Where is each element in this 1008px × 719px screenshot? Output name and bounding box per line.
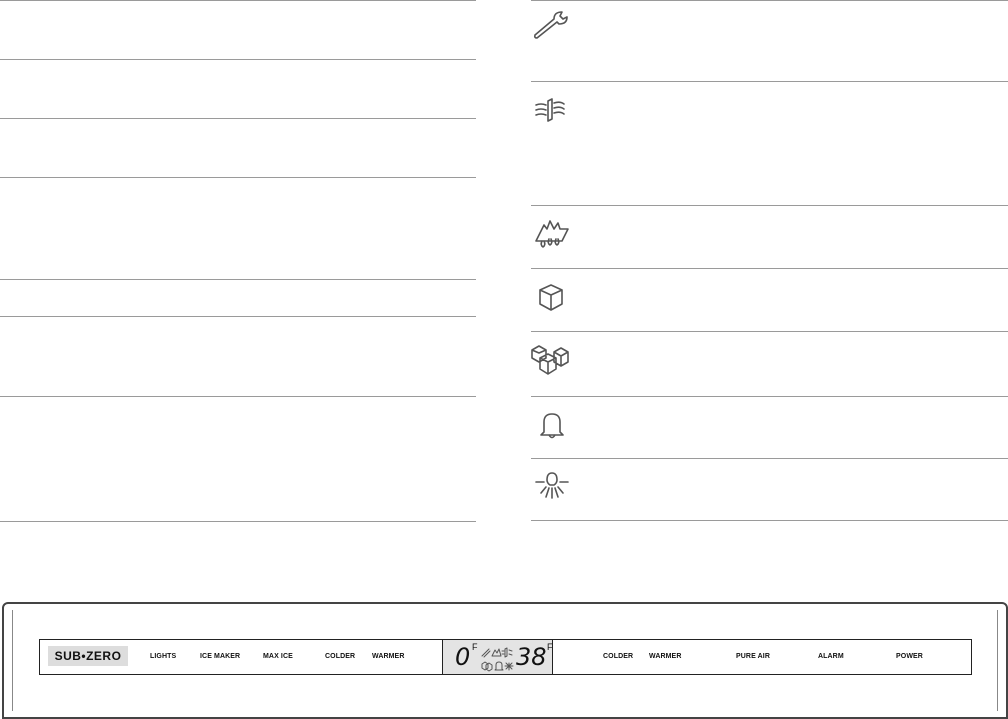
divider: [0, 59, 476, 60]
divider: [531, 81, 1008, 82]
freezer-temp: 0: [455, 643, 471, 671]
fridge-colder-button[interactable]: COLDER: [603, 653, 634, 660]
light-bulb-icon: [532, 468, 572, 504]
ice-maker-button[interactable]: ICE MAKER: [200, 653, 241, 660]
fridge-unit: F: [547, 642, 553, 652]
pure-air-icon: [532, 95, 572, 131]
divider: [0, 521, 476, 522]
divider: [531, 268, 1008, 269]
divider: [531, 520, 1008, 521]
divider: [0, 279, 476, 280]
freezer-colder-button[interactable]: COLDER: [325, 653, 356, 660]
freezer-unit: F: [472, 642, 478, 652]
fridge-temp: 38: [516, 643, 547, 671]
alarm-bell-icon: [532, 408, 572, 444]
divider: [531, 396, 1008, 397]
divider: [531, 205, 1008, 206]
pure-air-button[interactable]: PURE AIR: [736, 653, 770, 660]
divider: [531, 0, 1008, 1]
divider: [0, 396, 476, 397]
ice-maker-icon: [530, 342, 570, 378]
ice-cube-icon: [532, 280, 572, 316]
panel-frame: [12, 610, 998, 711]
max-ice-icon: [532, 215, 572, 251]
lights-button[interactable]: LIGHTS: [150, 653, 177, 660]
power-button[interactable]: POWER: [896, 653, 923, 660]
divider: [0, 118, 476, 119]
freezer-warmer-button[interactable]: WARMER: [372, 653, 405, 660]
wrench-icon: [532, 8, 572, 44]
divider: [0, 316, 476, 317]
divider: [0, 177, 476, 178]
subzero-logo: SUB•ZERO: [48, 646, 128, 666]
divider: [531, 331, 1008, 332]
temperature-display: 0 F 38 F: [442, 639, 553, 675]
divider: [0, 0, 476, 1]
display-status-icons-bottom: [480, 659, 514, 672]
max-ice-button[interactable]: MAX ICE: [263, 653, 293, 660]
divider: [531, 458, 1008, 459]
alarm-button[interactable]: ALARM: [818, 653, 844, 660]
display-status-icons-top: [480, 645, 514, 658]
fridge-warmer-button[interactable]: WARMER: [649, 653, 682, 660]
